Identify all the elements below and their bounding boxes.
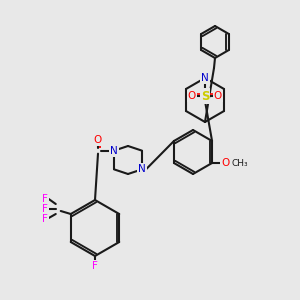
Text: N: N (138, 164, 146, 174)
Text: S: S (201, 89, 209, 103)
Text: O: O (94, 135, 102, 145)
Text: F: F (42, 204, 48, 214)
Text: O: O (221, 158, 229, 168)
Text: F: F (42, 194, 48, 204)
Text: N: N (201, 73, 209, 83)
Text: F: F (92, 261, 98, 271)
Text: N: N (110, 146, 118, 156)
Text: O: O (214, 91, 222, 101)
Text: CH₃: CH₃ (231, 158, 248, 167)
Text: F: F (42, 214, 48, 224)
Text: O: O (188, 91, 196, 101)
